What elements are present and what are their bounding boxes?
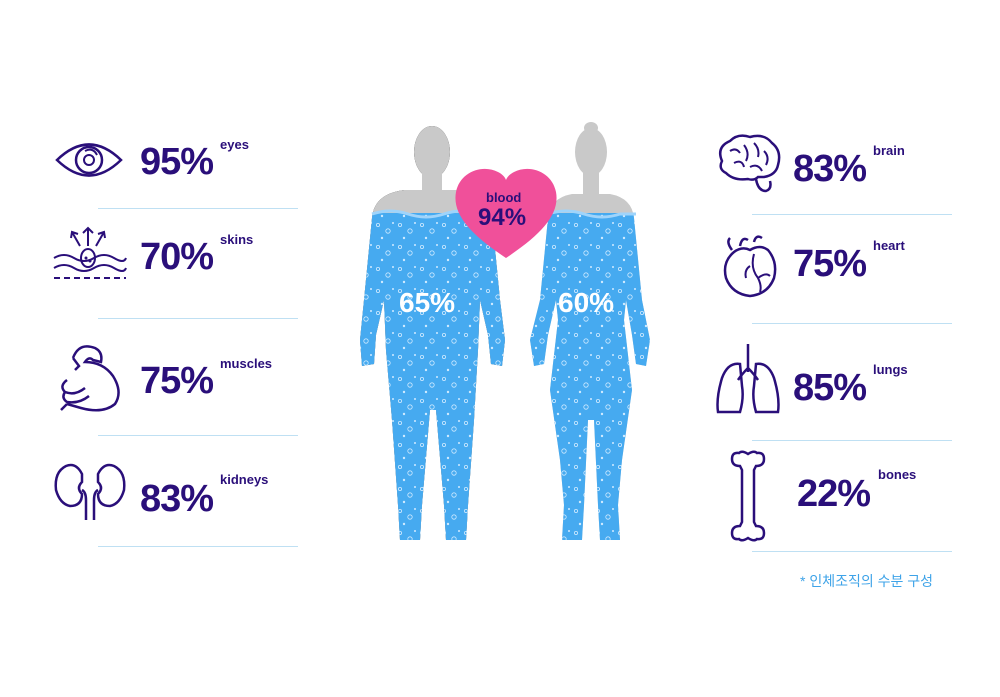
male-water-percent: 65% (399, 287, 456, 318)
bones-percent: 22% (797, 473, 871, 515)
blood-percent: 94% (478, 204, 527, 231)
divider (752, 440, 952, 441)
heart-label: heart (873, 238, 905, 253)
bone-icon (730, 450, 766, 542)
male-water-fill (360, 213, 505, 540)
divider (98, 208, 298, 209)
lungs-percent: 85% (793, 367, 867, 409)
lungs-label: lungs (873, 362, 908, 377)
female-water-fill (530, 213, 650, 540)
blood-label: blood (486, 190, 522, 205)
divider (752, 551, 952, 552)
muscle-icon (60, 345, 120, 412)
blood-heart-shape (455, 168, 557, 258)
skins-percent: 70% (140, 236, 214, 278)
female-water-wave (547, 209, 636, 219)
divider (752, 214, 952, 215)
eye-icon (55, 143, 123, 177)
footnote: * 인체조직의 수분 구성 (800, 573, 934, 589)
lungs-icon (716, 344, 780, 414)
eyes-percent: 95% (140, 141, 214, 183)
kidney-icon (54, 463, 126, 520)
divider (98, 435, 298, 436)
muscles-label: muscles (220, 356, 273, 371)
kidneys-label: kidneys (220, 472, 269, 487)
kidneys-percent: 83% (140, 478, 214, 520)
bones-label: bones (878, 467, 917, 482)
heart-percent: 75% (793, 243, 867, 285)
brain-label: brain (873, 143, 905, 158)
skins-label: skins (220, 232, 254, 247)
brain-icon (719, 134, 781, 193)
divider (98, 318, 298, 319)
heart-organ-icon (723, 235, 777, 298)
muscles-percent: 75% (140, 360, 214, 402)
brain-percent: 83% (793, 148, 867, 190)
divider (98, 546, 298, 547)
divider (752, 323, 952, 324)
skin-icon (53, 226, 127, 279)
female-water-percent: 60% (558, 287, 615, 318)
eyes-label: eyes (220, 137, 249, 152)
